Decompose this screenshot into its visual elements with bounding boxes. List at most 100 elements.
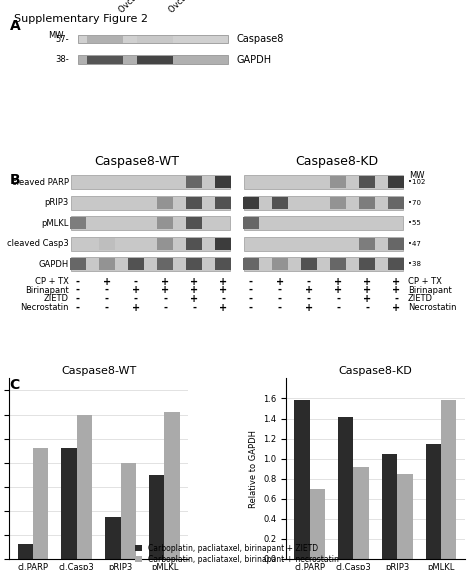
Bar bbox=[99, 238, 115, 250]
Bar bbox=[18, 544, 33, 559]
Bar bbox=[71, 175, 230, 189]
Text: +: + bbox=[190, 294, 198, 304]
Text: +: + bbox=[276, 276, 284, 287]
Bar bbox=[71, 196, 230, 210]
Bar bbox=[244, 175, 403, 189]
Text: +: + bbox=[363, 294, 371, 304]
Text: +: + bbox=[161, 285, 169, 295]
Bar bbox=[244, 237, 403, 251]
Bar bbox=[359, 258, 375, 270]
Text: -: - bbox=[249, 294, 253, 304]
Bar bbox=[359, 197, 375, 209]
Text: -: - bbox=[105, 294, 109, 304]
Bar bbox=[388, 177, 404, 188]
Bar bbox=[33, 448, 48, 559]
Text: 38-: 38- bbox=[55, 55, 69, 64]
Bar bbox=[359, 177, 375, 188]
Bar bbox=[388, 238, 404, 250]
Bar bbox=[354, 466, 369, 559]
Text: MW: MW bbox=[48, 31, 64, 40]
Text: +: + bbox=[103, 276, 111, 287]
Text: GAPDH: GAPDH bbox=[38, 260, 69, 268]
Text: +: + bbox=[334, 276, 342, 287]
Text: MW: MW bbox=[409, 172, 425, 181]
Text: +: + bbox=[219, 276, 228, 287]
Bar bbox=[388, 258, 404, 270]
Text: -: - bbox=[249, 303, 253, 312]
Bar bbox=[157, 217, 173, 229]
Bar bbox=[157, 258, 173, 270]
Bar bbox=[70, 258, 86, 270]
Bar bbox=[359, 238, 375, 250]
Text: +: + bbox=[132, 303, 140, 312]
Text: -: - bbox=[336, 294, 340, 304]
Bar bbox=[149, 475, 164, 559]
Bar bbox=[330, 177, 346, 188]
Bar bbox=[137, 36, 173, 43]
Text: Necrostatin: Necrostatin bbox=[408, 303, 456, 312]
Text: +: + bbox=[219, 285, 228, 295]
Text: ZIETD: ZIETD bbox=[44, 294, 69, 303]
Text: B: B bbox=[9, 173, 20, 187]
Text: +: + bbox=[161, 276, 169, 287]
Text: CP + TX: CP + TX bbox=[35, 277, 69, 286]
Text: -: - bbox=[336, 303, 340, 312]
Bar bbox=[244, 196, 403, 210]
Bar bbox=[301, 258, 317, 270]
Text: •70: •70 bbox=[408, 200, 420, 206]
Text: pMLKL: pMLKL bbox=[41, 219, 69, 228]
Text: +: + bbox=[305, 303, 313, 312]
Bar bbox=[70, 217, 86, 229]
Bar bbox=[71, 257, 230, 271]
Text: -: - bbox=[192, 303, 196, 312]
Text: •47: •47 bbox=[408, 241, 420, 247]
Text: -: - bbox=[105, 285, 109, 295]
Bar bbox=[330, 258, 346, 270]
Bar bbox=[272, 197, 288, 209]
Bar bbox=[137, 56, 173, 64]
Text: Birinapant: Birinapant bbox=[408, 286, 451, 295]
Text: +: + bbox=[392, 285, 401, 295]
Text: -: - bbox=[278, 285, 282, 295]
Bar bbox=[397, 474, 412, 559]
Text: -: - bbox=[163, 303, 167, 312]
Bar bbox=[62, 448, 77, 559]
Bar bbox=[87, 56, 123, 64]
Text: cleaved PARP: cleaved PARP bbox=[12, 178, 69, 187]
Bar bbox=[243, 258, 259, 270]
Text: cleaved Casp3: cleaved Casp3 bbox=[7, 239, 69, 248]
Bar bbox=[215, 238, 231, 250]
Text: A: A bbox=[9, 19, 20, 33]
Bar bbox=[186, 217, 202, 229]
Bar bbox=[99, 258, 115, 270]
Text: +: + bbox=[392, 303, 401, 312]
Bar bbox=[77, 414, 92, 559]
Text: -: - bbox=[249, 276, 253, 287]
Text: Birinapant: Birinapant bbox=[25, 286, 69, 295]
Bar bbox=[128, 258, 144, 270]
Text: -: - bbox=[134, 276, 138, 287]
Text: +: + bbox=[132, 285, 140, 295]
Y-axis label: Relative to GAPDH: Relative to GAPDH bbox=[248, 430, 257, 507]
Text: -: - bbox=[278, 294, 282, 304]
Bar bbox=[388, 197, 404, 209]
Text: +: + bbox=[305, 285, 313, 295]
Bar bbox=[272, 258, 288, 270]
Text: +: + bbox=[219, 303, 228, 312]
Bar bbox=[71, 216, 230, 230]
Bar bbox=[105, 516, 120, 559]
Title: Caspase8-KD: Caspase8-KD bbox=[338, 367, 412, 376]
Text: C: C bbox=[9, 378, 20, 393]
Bar bbox=[244, 257, 403, 271]
Bar bbox=[310, 488, 325, 559]
Text: -: - bbox=[394, 294, 398, 304]
Bar bbox=[330, 197, 346, 209]
Text: -: - bbox=[105, 303, 109, 312]
Text: Ovcar8 (KD): Ovcar8 (KD) bbox=[167, 0, 210, 15]
Text: Ovcar8 (WT): Ovcar8 (WT) bbox=[117, 0, 161, 15]
Bar bbox=[294, 401, 310, 559]
Text: CP + TX: CP + TX bbox=[408, 277, 441, 286]
Bar bbox=[164, 412, 180, 559]
Bar bbox=[186, 197, 202, 209]
Text: GAPDH: GAPDH bbox=[237, 55, 272, 64]
